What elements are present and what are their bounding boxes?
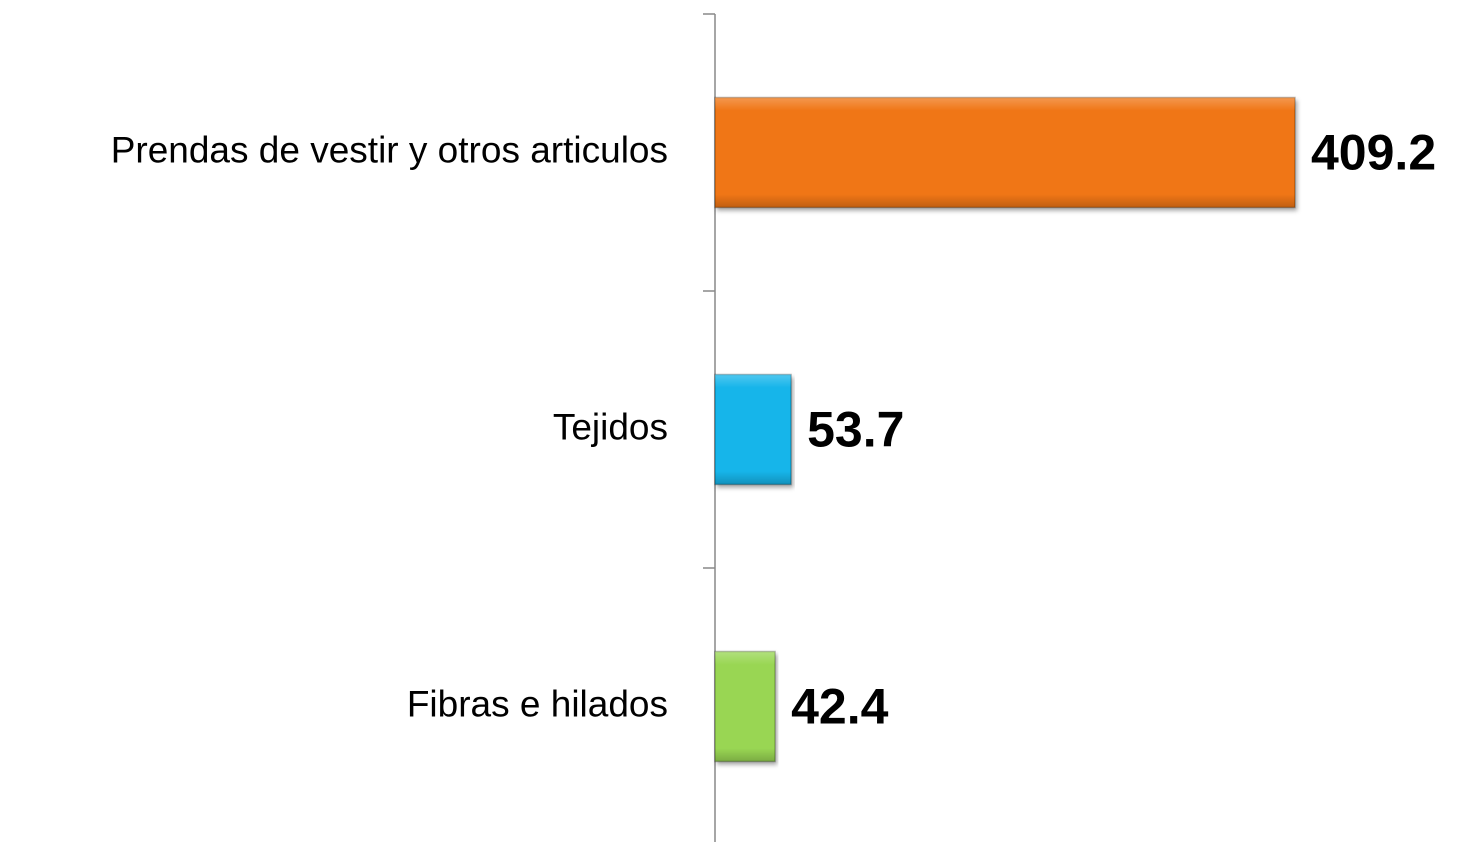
- category-label: Prendas de vestir y otros articulos: [111, 129, 668, 170]
- value-label: 42.4: [791, 679, 889, 735]
- value-label: 409.2: [1311, 125, 1436, 181]
- bar-shine: [715, 374, 792, 485]
- bar-shine: [715, 651, 776, 762]
- category-label: Tejidos: [553, 406, 668, 447]
- category-label: Fibras e hilados: [407, 683, 668, 724]
- value-label: 53.7: [807, 402, 904, 458]
- bar-shine: [715, 97, 1295, 208]
